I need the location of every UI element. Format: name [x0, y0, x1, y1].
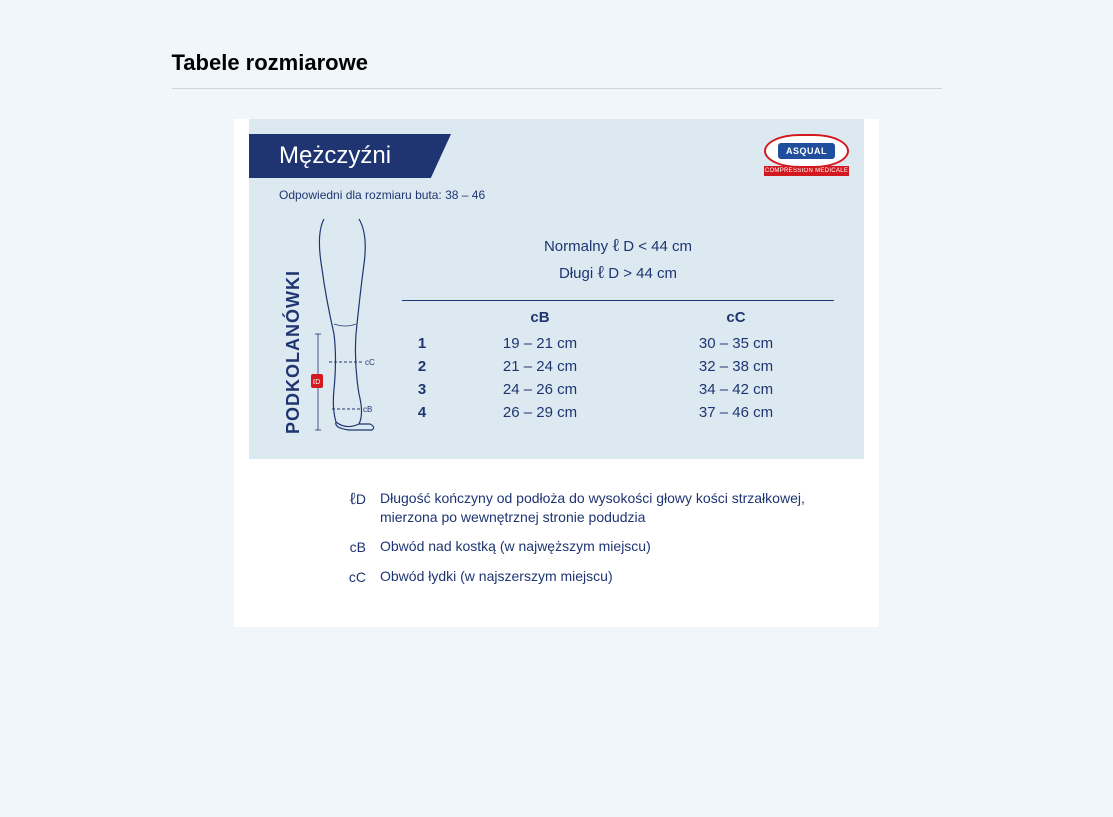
- blue-panel: Mężczyźni ASQUAL COMPRESSION MÉDICALE Od…: [249, 119, 864, 459]
- cell-cB: 19 – 21 cm: [442, 332, 638, 355]
- row-num: 4: [402, 401, 442, 424]
- table-header-row: cB cC: [402, 307, 834, 332]
- long-cond: D > 44 cm: [608, 265, 677, 282]
- marker-cB: cB: [363, 405, 372, 414]
- legend-desc: Długość kończyny od podłoża do wysokości…: [380, 489, 819, 527]
- length-info: Normalny ℓ D < 44 cm Długi ℓ D > 44 cm: [402, 214, 834, 300]
- shoe-size-note: Odpowiedni dla rozmiaru buta: 38 – 46: [249, 178, 864, 214]
- long-label: Długi: [559, 265, 593, 282]
- cell-cB: 26 – 29 cm: [442, 401, 638, 424]
- cell-cC: 32 – 38 cm: [638, 355, 834, 378]
- cell-cB: 24 – 26 cm: [442, 378, 638, 401]
- size-card: Mężczyźni ASQUAL COMPRESSION MÉDICALE Od…: [234, 119, 879, 627]
- cell-cC: 37 – 46 cm: [638, 401, 834, 424]
- table-row: 2 21 – 24 cm 32 – 38 cm: [402, 355, 834, 378]
- row-num: 2: [402, 355, 442, 378]
- badge-brand: ASQUAL: [778, 143, 835, 159]
- gender-tab: Mężczyźni: [249, 134, 451, 178]
- normal-cond: D < 44 cm: [623, 238, 692, 255]
- table-row: 3 24 – 26 cm 34 – 42 cm: [402, 378, 834, 401]
- marker-cC: cC: [365, 358, 375, 367]
- product-type-label: PODKOLANÓWKI: [279, 214, 304, 434]
- row-num: 3: [402, 378, 442, 401]
- page-title: Tabele rozmiarowe: [172, 50, 942, 76]
- legend-row: ℓD Długość kończyny od podłoża do wysoko…: [334, 489, 819, 527]
- chart-area: PODKOLANÓWKI: [249, 214, 864, 459]
- header-row: Mężczyźni ASQUAL COMPRESSION MÉDICALE: [249, 119, 864, 178]
- row-num: 1: [402, 332, 442, 355]
- data-column: Normalny ℓ D < 44 cm Długi ℓ D > 44 cm: [384, 214, 834, 434]
- asqual-badge: ASQUAL COMPRESSION MÉDICALE: [764, 134, 849, 176]
- table-row: 4 26 – 29 cm 37 – 46 cm: [402, 401, 834, 424]
- legend-row: cC Obwód łydki (w najszerszym miejscu): [334, 567, 819, 587]
- col-cB: cB: [442, 307, 638, 332]
- normal-label: Normalny: [544, 238, 608, 255]
- title-divider: [172, 88, 942, 89]
- table-divider: [402, 300, 834, 301]
- col-cC: cC: [638, 307, 834, 332]
- legend-desc: Obwód nad kostką (w najwęższym miejscu): [380, 537, 819, 556]
- leg-diagram: cC cB ℓD: [304, 214, 384, 434]
- legend-row: cB Obwód nad kostką (w najwęższym miejsc…: [334, 537, 819, 557]
- legend-key-cB: cB: [334, 537, 366, 557]
- legend: ℓD Długość kończyny od podłoża do wysoko…: [234, 459, 879, 587]
- normal-symbol: ℓ: [612, 235, 619, 255]
- marker-lD: ℓD: [312, 379, 320, 386]
- cell-cC: 30 – 35 cm: [638, 332, 834, 355]
- size-table: cB cC 1 19 – 21 cm 30 – 35 cm 2: [402, 307, 834, 424]
- legend-desc: Obwód łydki (w najszerszym miejscu): [380, 567, 819, 586]
- table-row: 1 19 – 21 cm 30 – 35 cm: [402, 332, 834, 355]
- cell-cB: 21 – 24 cm: [442, 355, 638, 378]
- legend-key-cC: cC: [334, 567, 366, 587]
- cell-cC: 34 – 42 cm: [638, 378, 834, 401]
- legend-key-lD: ℓD: [334, 489, 366, 509]
- long-symbol: ℓ: [597, 262, 604, 282]
- col-blank: [402, 307, 442, 332]
